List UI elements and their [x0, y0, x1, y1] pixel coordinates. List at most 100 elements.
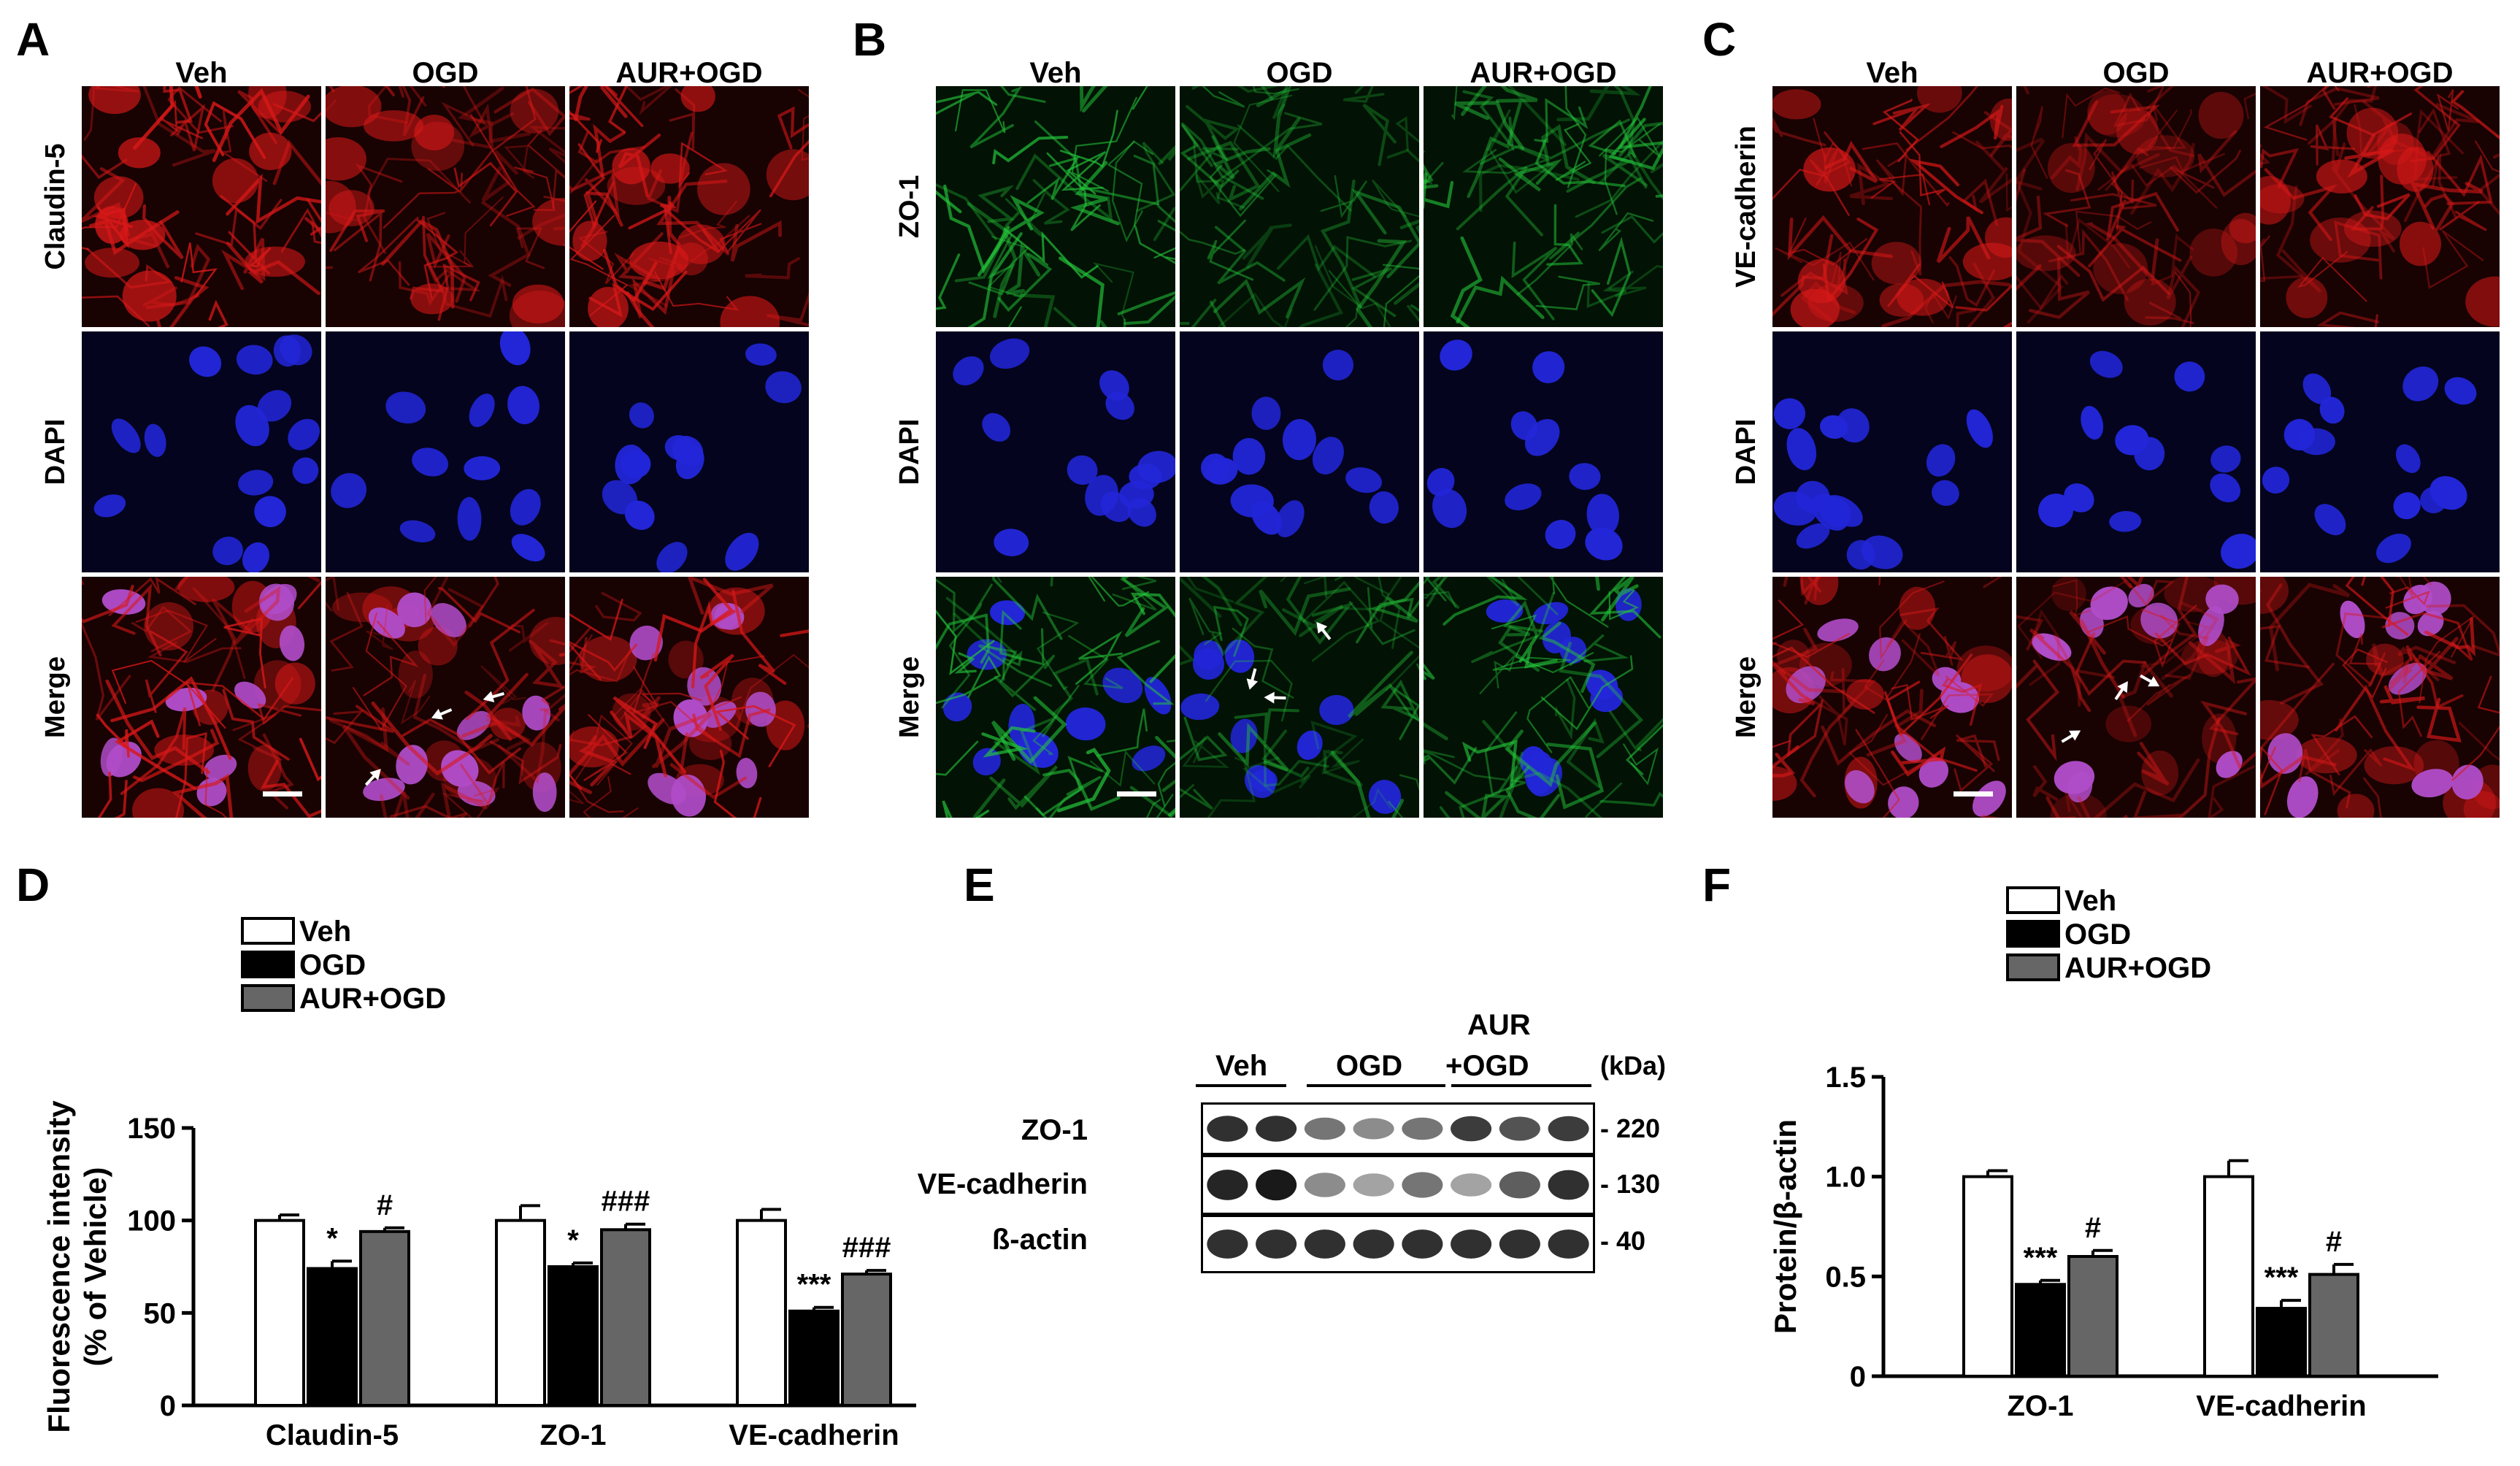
panel-a-micrograph-r2-c2: [569, 577, 809, 818]
panel-f-bar-chart: 0 0.5 1.0 1.5 Protein/β-actin *** # ZO-1 *** # VE-…: [1768, 885, 2438, 1422]
wb-group-underline-veh: [1196, 1084, 1286, 1087]
panel-c-column-header-2: AUR+OGD: [2306, 57, 2454, 89]
panel-a-micrograph-r2-c1: [326, 577, 565, 818]
panel-label-e: E: [964, 859, 995, 911]
panel-a-column-header-2: AUR+OGD: [615, 57, 763, 89]
x-tick-label: VE-cadherin: [729, 1419, 899, 1451]
significance-marker: *: [567, 1224, 579, 1256]
panel-c-micrograph-r0-c0: [1772, 86, 2012, 327]
wb-band-0-lane-4: [1402, 1117, 1443, 1140]
panel-a-column-header-1: OGD: [412, 57, 479, 89]
panel-d-bar-chart: 0 50 100 150 Fluorescence intensity (% of Veh…: [42, 916, 916, 1451]
legend-swatch-aur-ogd: [2006, 953, 2060, 981]
y-tick-label: 150: [127, 1113, 176, 1145]
wb-kda-label: (kDa): [1600, 1051, 1667, 1081]
wb-row-label-zo1: ZO-1: [1021, 1114, 1088, 1146]
panel-a-scale-bar: [263, 791, 302, 797]
y-tick-label: 100: [127, 1205, 176, 1237]
y-tick-label: 1.5: [1825, 1062, 1866, 1094]
significance-marker: ***: [797, 1269, 831, 1301]
legend-swatch-aur-ogd: [241, 984, 295, 1012]
wb-band-strip-zo1: [1201, 1102, 1595, 1155]
panel-a-row-label-2: Merge: [40, 656, 71, 738]
bar-ve-cadherin-veh: [736, 1219, 787, 1407]
legend-label: Veh: [299, 916, 351, 948]
wb-band-0-lane-0: [1207, 1116, 1248, 1142]
legend-swatch-veh: [241, 917, 295, 945]
significance-marker: ***: [2264, 1262, 2299, 1294]
panel-c-column-header-0: Veh: [1866, 57, 1918, 89]
panel-a-column-header-0: Veh: [175, 57, 228, 89]
panel-label-d: D: [16, 859, 50, 911]
bar-zo-1-ogd: [548, 1265, 599, 1407]
panel-label-b: B: [853, 13, 887, 66]
bar-claudin-5-veh: [254, 1219, 305, 1407]
panel-a-micrograph-r2-c0: [82, 577, 321, 818]
wb-group-underline-ogd: [1307, 1084, 1445, 1087]
panel-e-western-blot: Veh OGD AUR +OGD (kDa) ZO-1 VE-cadherin …: [918, 993, 1694, 1300]
legend-label: OGD: [299, 949, 366, 981]
y-tick-label: 1.0: [1825, 1162, 1866, 1194]
legend-label: OGD: [2064, 918, 2131, 951]
wb-band-1-lane-7: [1548, 1170, 1589, 1200]
bar-zo-1-aur-ogd: [600, 1228, 651, 1408]
panel-c-micrograph-r2-c1: [2016, 577, 2256, 818]
wb-band-1-lane-4: [1402, 1172, 1443, 1198]
wb-band-2-lane-6: [1499, 1229, 1540, 1259]
panel-a-micrograph-r1-c0: [82, 331, 321, 572]
significance-marker: ***: [2024, 1242, 2058, 1274]
bar-zo-1-aur-ogd: [2067, 1255, 2118, 1378]
bar-ve-cadherin-veh: [2203, 1175, 2254, 1378]
significance-marker: #: [2326, 1226, 2342, 1258]
significance-marker: ###: [602, 1186, 650, 1218]
panel-c-scale-bar: [1954, 791, 1993, 797]
wb-band-strip-beta-actin: [1201, 1215, 1595, 1273]
wb-row-label-beta-actin: ß-actin: [991, 1224, 1088, 1256]
wb-band-1-lane-0: [1207, 1170, 1248, 1200]
panel-c-row-label-1: DAPI: [1731, 418, 1762, 486]
wb-band-strip-ve-cadherin: [1201, 1155, 1595, 1215]
wb-group-plus-ogd: +OGD: [1445, 1050, 1529, 1082]
wb-row-label-ve-cadherin: VE-cadherin: [917, 1168, 1088, 1200]
wb-band-1-lane-3: [1353, 1173, 1394, 1197]
y-tick-label: 0.5: [1825, 1261, 1866, 1293]
panel-c-row-label-2: Merge: [1731, 656, 1762, 738]
panel-b-row-label-0: ZO-1: [894, 174, 925, 239]
panel-a-micrograph-r0-c0: [82, 86, 321, 327]
bar-claudin-5-ogd: [307, 1267, 358, 1407]
panel-c-micrograph-r0-c1: [2016, 86, 2256, 327]
legend-label: AUR+OGD: [299, 983, 446, 1015]
panel-b-micrograph-r0-c2: [1424, 86, 1663, 327]
significance-marker: ###: [842, 1232, 891, 1264]
panel-b-micrograph-r0-c0: [936, 86, 1175, 327]
legend-swatch-ogd: [2006, 920, 2060, 948]
wb-band-2-lane-0: [1207, 1229, 1248, 1259]
x-tick-label: Claudin-5: [266, 1419, 399, 1451]
y-tick-label: 0: [160, 1390, 176, 1422]
panel-label-f: F: [1702, 859, 1732, 911]
wb-group-underline-aur-ogd: [1451, 1084, 1591, 1087]
panel-a-micrograph-r0-c1: [326, 86, 565, 327]
wb-band-1-lane-1: [1256, 1169, 1297, 1201]
wb-band-0-lane-5: [1451, 1116, 1492, 1142]
panel-c-row-label-0: VE-cadherin: [1731, 126, 1762, 288]
y-axis-label-line2: (% of Vehicle): [78, 1167, 112, 1366]
significance-marker: #: [377, 1189, 393, 1221]
bar-ve-cadherin-aur-ogd: [2308, 1273, 2359, 1378]
wb-band-2-lane-3: [1353, 1229, 1394, 1259]
wb-band-0-lane-7: [1548, 1116, 1589, 1142]
significance-marker: #: [2085, 1212, 2101, 1244]
panel-b-row-label-2: Merge: [894, 656, 925, 738]
x-tick-label: ZO-1: [2007, 1390, 2073, 1422]
wb-group-veh: Veh: [1215, 1050, 1268, 1082]
wb-band-2-lane-5: [1451, 1229, 1492, 1259]
legend-label: Veh: [2064, 885, 2116, 917]
panel-c-micrograph-r1-c2: [2260, 331, 2500, 572]
panel-b-micrograph-r0-c1: [1180, 86, 1419, 327]
panel-b-micrograph-r1-c2: [1424, 331, 1663, 572]
legend-swatch-ogd: [241, 951, 295, 978]
panel-label-a: A: [16, 13, 50, 66]
y-tick-label: 0: [1850, 1361, 1866, 1393]
wb-band-1-lane-2: [1304, 1173, 1345, 1197]
wb-kda-220: - 220: [1600, 1113, 1661, 1143]
